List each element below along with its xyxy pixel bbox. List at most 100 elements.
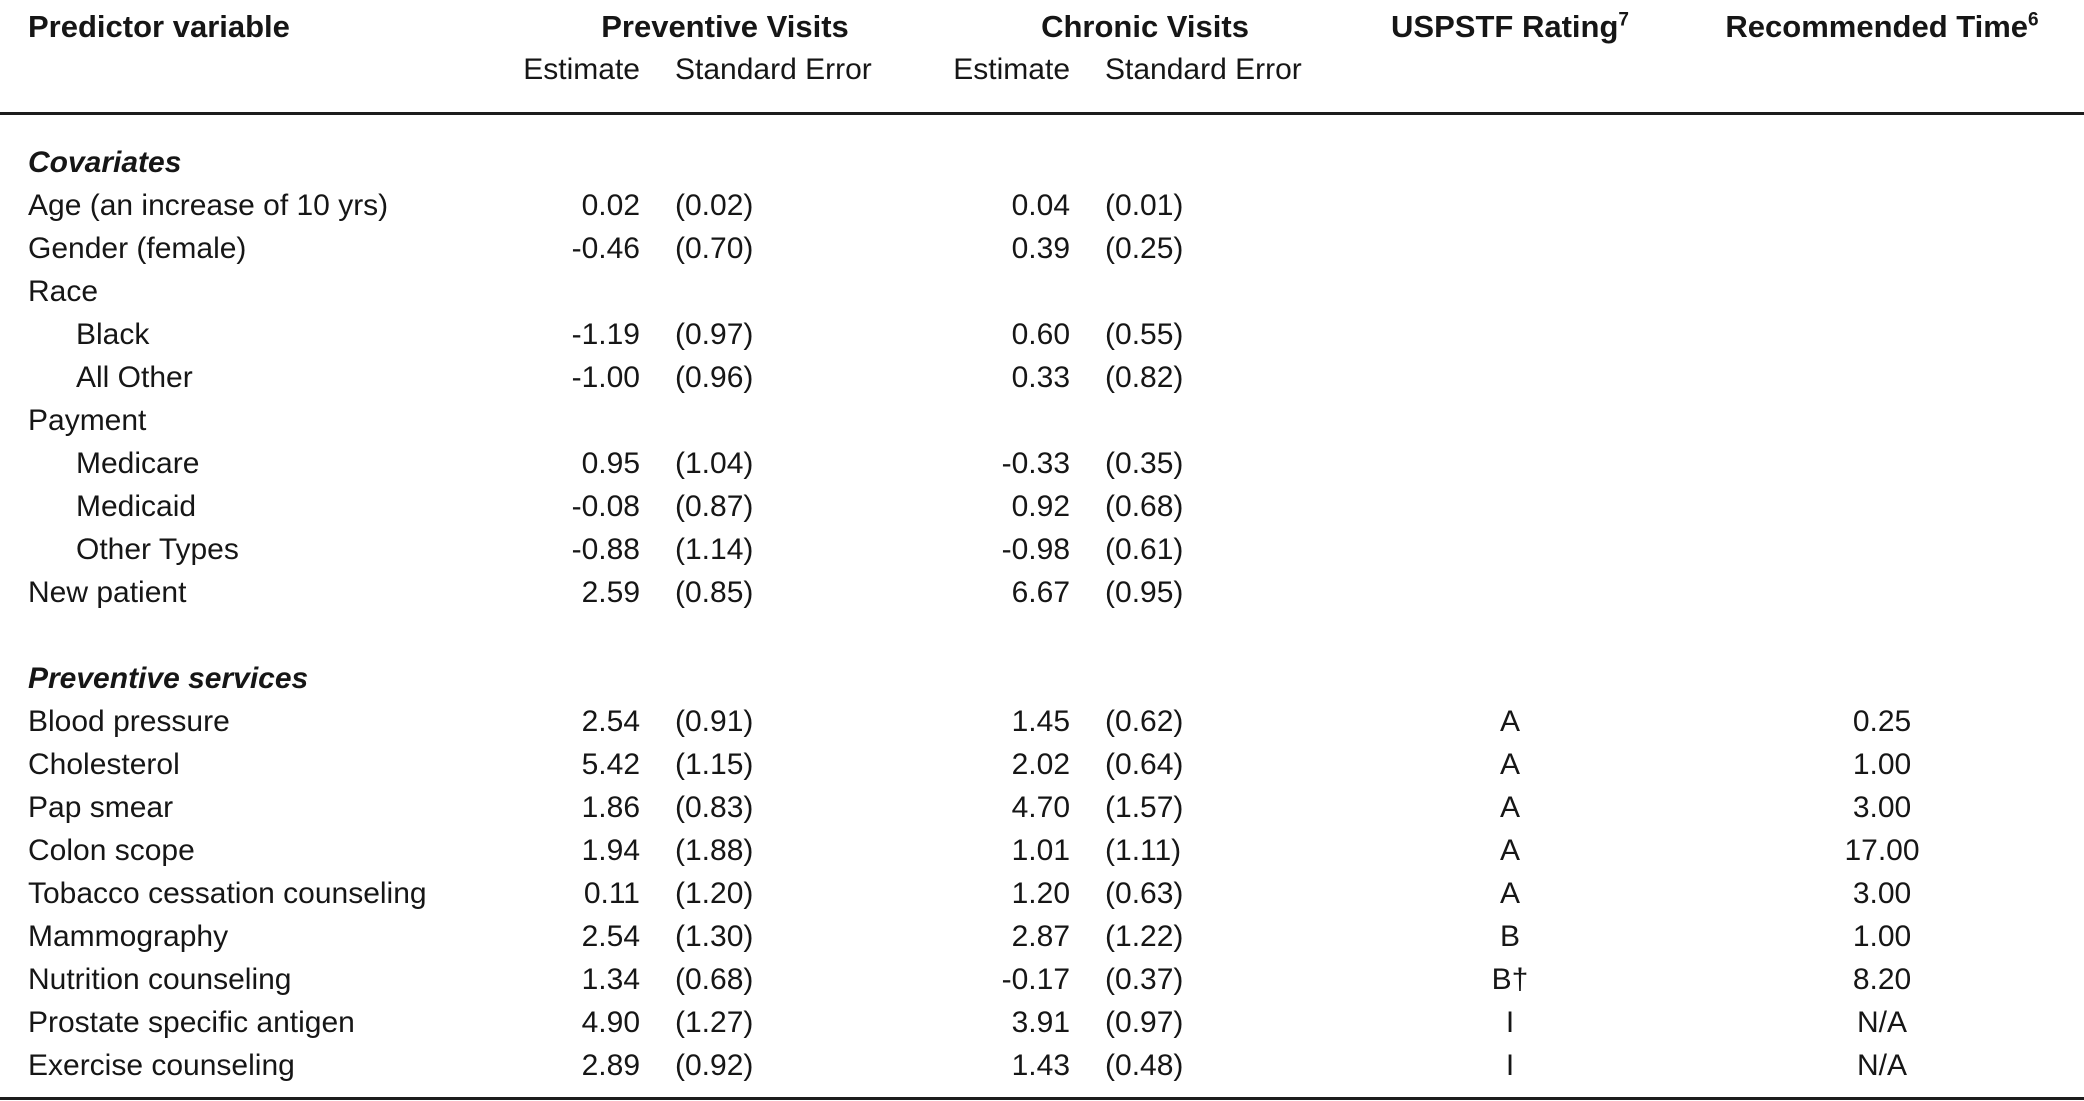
row-label: Mammography bbox=[28, 919, 229, 953]
table-row: Black -1.19 (0.97) 0.60 (0.55) bbox=[0, 313, 2084, 356]
preventive-estimate-value: -1.19 bbox=[571, 317, 640, 351]
chronic-estimate-value: 0.04 bbox=[1011, 188, 1071, 222]
chronic-estimate-value: 2.87 bbox=[1011, 919, 1071, 953]
table-row: Medicaid -0.08 (0.87) 0.92 (0.68) bbox=[0, 485, 2084, 528]
row-label: Tobacco cessation counseling bbox=[28, 876, 427, 910]
preventive-estimate-value bbox=[510, 399, 640, 442]
recommended-time-value bbox=[1640, 184, 2084, 227]
row-label: Age (an increase of 10 yrs) bbox=[28, 188, 389, 222]
preventive-estimate-value: -0.46 bbox=[571, 231, 640, 265]
preventive-standard-error-value: (0.02) bbox=[675, 188, 754, 222]
preventive-estimate-value: 5.42 bbox=[581, 747, 640, 781]
chronic-standard-error-value: (0.25) bbox=[1105, 231, 1184, 265]
recommended-time-value: 3.00 bbox=[1852, 790, 1912, 824]
chronic-estimate-value: 0.92 bbox=[1011, 489, 1071, 523]
row-label: Blood pressure bbox=[28, 704, 230, 738]
chronic-estimate-value: 0.60 bbox=[1011, 317, 1071, 351]
preventive-standard-error-value: (1.20) bbox=[675, 876, 754, 910]
chronic-estimate-value bbox=[940, 399, 1070, 442]
uspstf-rating-value bbox=[1350, 528, 1640, 571]
preventive-standard-error-value: (0.92) bbox=[675, 1048, 754, 1082]
preventive-estimate-value: 1.34 bbox=[581, 962, 640, 996]
uspstf-rating-value: B† bbox=[1491, 962, 1529, 996]
table-row: Colon scope 1.94 (1.88) 1.01 (1.11) A 17.00 bbox=[0, 829, 2084, 872]
preventive-standard-error-value: (0.83) bbox=[675, 790, 754, 824]
recommended-time-value: 0.25 bbox=[1852, 704, 1912, 738]
table-row: Other Types -0.88 (1.14) -0.98 (0.61) bbox=[0, 528, 2084, 571]
preventive-standard-error-value: (0.85) bbox=[675, 575, 754, 609]
row-label: Race bbox=[28, 274, 99, 308]
chronic-standard-error-value: (1.11) bbox=[1105, 833, 1182, 867]
preventive-estimate-value bbox=[510, 270, 640, 313]
row-label: Medicaid bbox=[76, 489, 197, 523]
row-label: Payment bbox=[28, 403, 147, 437]
subheader-preventive-standard-error: Standard Error bbox=[640, 53, 941, 115]
preventive-standard-error-value: (1.88) bbox=[675, 833, 754, 867]
row-label: Gender (female) bbox=[28, 231, 247, 265]
column-header-preventive-visits: Preventive Visits bbox=[601, 9, 849, 44]
preventive-estimate-value: 0.11 bbox=[583, 876, 640, 910]
recommended-time-value: N/A bbox=[1857, 1005, 1908, 1039]
recommended-time-value bbox=[1640, 313, 2084, 356]
recommended-time-value bbox=[1640, 399, 2084, 442]
preventive-estimate-value: 1.94 bbox=[581, 833, 640, 867]
chronic-estimate-value bbox=[940, 270, 1070, 313]
preventive-estimate-value: -0.08 bbox=[571, 489, 640, 523]
chronic-estimate-value: 4.70 bbox=[1011, 790, 1071, 824]
recommended-time-value bbox=[1640, 528, 2084, 571]
chronic-estimate-value: 1.43 bbox=[1011, 1048, 1071, 1082]
preventive-standard-error-value: (0.70) bbox=[675, 231, 754, 265]
preventive-estimate-value: 2.89 bbox=[581, 1048, 640, 1082]
subheader-chronic-estimate: Estimate bbox=[940, 53, 1071, 115]
row-label: Other Types bbox=[76, 532, 239, 566]
uspstf-rating-value: A bbox=[1500, 704, 1521, 738]
chronic-standard-error-value: (0.63) bbox=[1105, 876, 1184, 910]
table-row: Cholesterol 5.42 (1.15) 2.02 (0.64) A 1.00 bbox=[0, 743, 2084, 786]
recommended-time-value bbox=[1640, 571, 2084, 614]
row-label: All Other bbox=[76, 360, 193, 394]
subheader-preventive-estimate: Estimate bbox=[510, 53, 640, 115]
recommended-time-value bbox=[1640, 270, 2084, 313]
recommended-time-value bbox=[1640, 227, 2084, 270]
row-label: Black bbox=[76, 317, 150, 351]
uspstf-rating-value bbox=[1350, 485, 1640, 528]
table-row: Blood pressure 2.54 (0.91) 1.45 (0.62) A 0.25 bbox=[0, 700, 2084, 743]
row-label: Exercise counseling bbox=[28, 1048, 295, 1082]
recommended-time-value: 8.20 bbox=[1852, 962, 1912, 996]
preventive-standard-error-value: (1.30) bbox=[675, 919, 754, 953]
preventive-standard-error-value: (1.15) bbox=[675, 747, 754, 781]
chronic-standard-error-value: (0.95) bbox=[1105, 575, 1184, 609]
table-row: All Other -1.00 (0.96) 0.33 (0.82) bbox=[0, 356, 2084, 399]
chronic-standard-error-value: (0.62) bbox=[1105, 704, 1184, 738]
chronic-standard-error-value: (1.22) bbox=[1105, 919, 1184, 953]
table-row: Pap smear 1.86 (0.83) 4.70 (1.57) A 3.00 bbox=[0, 786, 2084, 829]
chronic-standard-error-value: (0.61) bbox=[1105, 532, 1184, 566]
uspstf-rating-value bbox=[1350, 270, 1640, 313]
table-row: Nutrition counseling 1.34 (0.68) -0.17 (0.37… bbox=[0, 958, 2084, 1001]
chronic-estimate-value: -0.33 bbox=[1001, 446, 1071, 480]
table-row: Mammography 2.54 (1.30) 2.87 (1.22) B 1.00 bbox=[0, 915, 2084, 958]
preventive-estimate-value: 2.54 bbox=[581, 919, 640, 953]
row-label: Pap smear bbox=[28, 790, 174, 824]
chronic-estimate-value: 0.39 bbox=[1011, 231, 1071, 265]
preventive-standard-error-value: (1.27) bbox=[675, 1005, 754, 1039]
chronic-standard-error-value: (0.35) bbox=[1105, 446, 1184, 480]
row-label: New patient bbox=[28, 575, 187, 609]
section-title-row: Preventive services bbox=[0, 657, 2084, 700]
header-row-groups: Predictor variable Preventive Visits Chr… bbox=[0, 0, 2084, 53]
preventive-standard-error-value: (0.68) bbox=[675, 962, 754, 996]
header-row-subcolumns: Estimate Standard Error Estimate Standar… bbox=[0, 53, 2084, 115]
uspstf-rating-value bbox=[1350, 184, 1640, 227]
subheader-empty bbox=[0, 53, 510, 115]
column-header-chronic-visits: Chronic Visits bbox=[1041, 9, 1249, 44]
subheader-empty bbox=[1350, 53, 1641, 115]
preventive-standard-error-value: (0.87) bbox=[675, 489, 754, 523]
recommended-time-value bbox=[1640, 356, 2084, 399]
row-label: Prostate specific antigen bbox=[28, 1005, 355, 1039]
chronic-standard-error-value: (1.57) bbox=[1105, 790, 1184, 824]
chronic-estimate-value: 3.91 bbox=[1011, 1005, 1071, 1039]
column-header-predictor-variable: Predictor variable bbox=[28, 9, 290, 44]
preventive-estimate-value: 2.54 bbox=[581, 704, 640, 738]
preventive-standard-error-value bbox=[640, 399, 940, 442]
